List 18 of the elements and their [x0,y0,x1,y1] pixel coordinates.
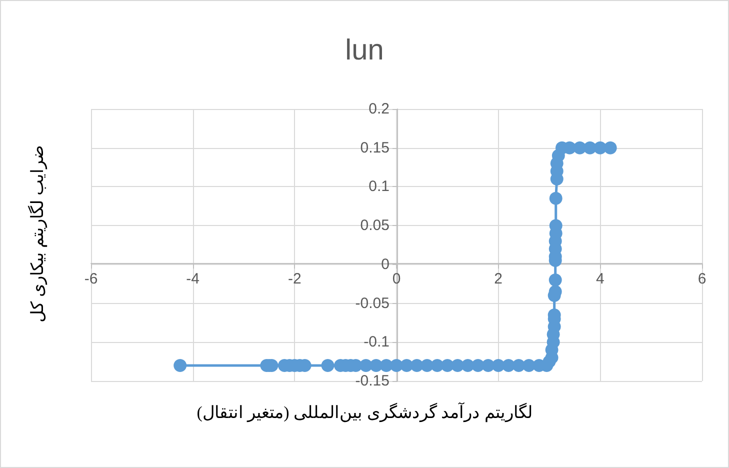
y-tick-label: 0 [381,256,390,273]
chart-title: lun [345,34,384,66]
x-tick-label: -6 [84,270,98,288]
y-tick-label: 0.2 [368,100,390,118]
x-tick-label: -4 [186,270,200,288]
y-tick-label: -0.05 [355,294,390,312]
x-tick-label: 6 [698,270,706,288]
x-axis-title: لگاریتم درآمد گردشگری بین‌المللی (متغیر انتقال) [196,401,532,423]
y-tick-label: -0.1 [364,334,390,351]
y-tick-label: 0.1 [368,178,390,196]
x-tick-label: -2 [288,270,302,288]
y-axis-title: ضرایب لگاریتم بیکاری کل [27,146,48,322]
y-tick-label: -0.15 [355,372,390,390]
y-tick-label: 0.05 [360,217,390,234]
x-tick-label: 4 [596,270,604,288]
y-tick-label: 0.15 [360,139,390,156]
x-tick-label: 0 [392,270,401,288]
x-tick-label: 2 [494,270,503,288]
